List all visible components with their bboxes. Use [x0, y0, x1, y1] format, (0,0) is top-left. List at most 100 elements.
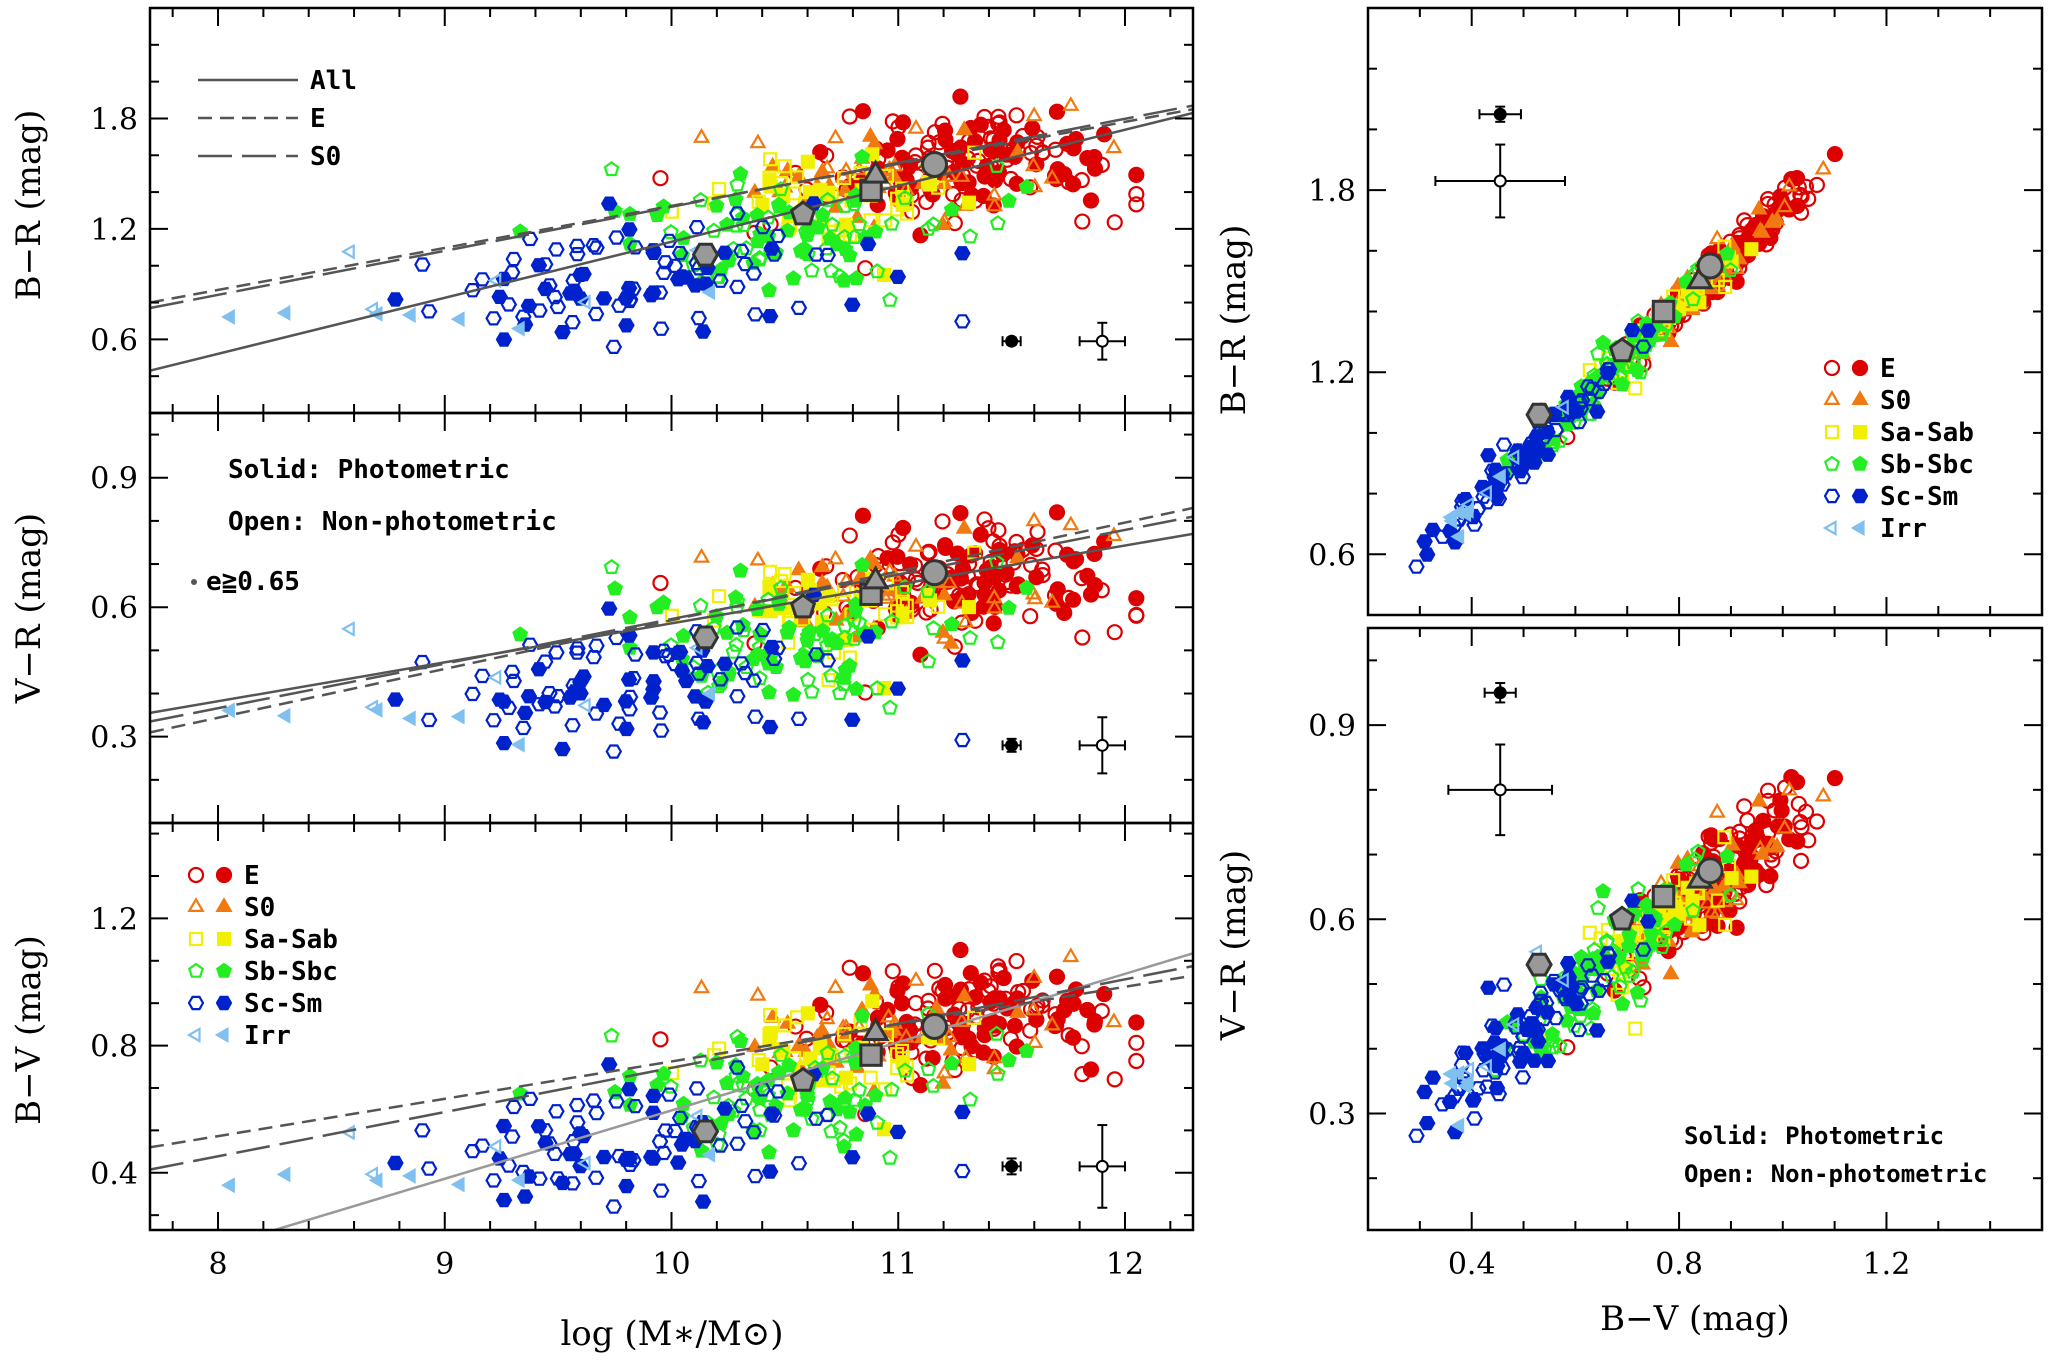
data-point-sa-sab [890, 191, 905, 206]
data-point-irr [364, 699, 378, 716]
data-point-sb-sbc [851, 216, 868, 232]
data-point-sc-sm [608, 230, 625, 245]
data-point-sc-sm [712, 672, 729, 687]
data-point-sc-sm [660, 1087, 678, 1102]
data-point-s0 [1043, 592, 1061, 608]
data-point-sc-sm [1480, 980, 1497, 995]
data-point-e [1808, 813, 1826, 830]
data-point-s0 [790, 560, 808, 576]
data-point-sb-sbc [810, 219, 826, 235]
data-point-sa-sab [1628, 1021, 1643, 1036]
data-point-sa-sab [777, 1018, 792, 1033]
data-point-sb-sbc [818, 637, 835, 653]
data-point-sb-sbc [1544, 1039, 1561, 1055]
data-point-sb-sbc [920, 1060, 937, 1077]
data-point-s0 [1043, 1015, 1061, 1031]
data-point-sb-sbc [1573, 948, 1590, 964]
data-point-sb-sbc [803, 262, 820, 278]
data-point-e [952, 504, 969, 522]
data-point-s0 [957, 612, 975, 628]
mean-marker-circle [921, 150, 949, 178]
ecc-dot-icon [191, 579, 197, 585]
mean-marker-circle [921, 1013, 949, 1040]
data-point-sc-sm [1539, 447, 1557, 462]
data-point-e [995, 969, 1012, 987]
data-point-sa-sab [865, 994, 880, 1009]
data-point-e [1792, 852, 1810, 869]
mean-marker-circle [921, 559, 949, 587]
data-point-e [894, 519, 912, 537]
data-point-sc-sm [889, 681, 907, 696]
data-point-s0 [749, 133, 767, 149]
data-point-sc-sm [669, 645, 687, 661]
data-point-s0 [1662, 332, 1680, 347]
data-point-e [1758, 876, 1775, 894]
data-point-sc-sm [1495, 977, 1513, 992]
data-point-sc-sm [645, 645, 662, 660]
type-legend-p4: E S0 Sa-Sab Sb-Sbc Sc-Sm Irr [1822, 354, 1974, 544]
data-point-sc-sm [608, 1094, 625, 1109]
data-point-e [985, 533, 1002, 550]
data-point-sc-sm [500, 297, 518, 312]
data-point-sc-sm [420, 712, 438, 728]
data-point-sb-sbc [1629, 984, 1646, 1000]
data-point-sc-sm [474, 272, 491, 287]
data-point-irr [1491, 1041, 1506, 1058]
data-point-e [1074, 629, 1091, 646]
mean-marker-triangle [861, 565, 890, 590]
data-point-s0 [1708, 904, 1727, 919]
data-point-sc-sm [1511, 1054, 1529, 1069]
data-point-sc-sm [677, 1131, 695, 1147]
data-point-irr [1460, 1061, 1475, 1078]
data-point-s0 [1025, 968, 1043, 983]
legend-type-label: Irr [1880, 514, 1927, 544]
scatter-group-p1 [221, 88, 1145, 354]
data-point-sa-sab [961, 195, 977, 210]
y-axis-label-text: V−R (mag) [9, 513, 49, 704]
data-point-sc-sm [521, 231, 539, 247]
data-point-sc-sm [645, 1088, 662, 1104]
data-point-sc-sm [754, 1082, 772, 1097]
data-point-sb-sbc [920, 220, 937, 236]
data-point-sa-sab [777, 566, 792, 581]
data-point-s0 [834, 1018, 852, 1034]
data-point-sc-sm [729, 620, 746, 635]
data-point-sb-sbc [1595, 883, 1611, 899]
data-point-sc-sm [657, 1123, 674, 1138]
data-point-irr [688, 1108, 703, 1125]
data-point-sc-sm [1495, 437, 1513, 452]
data-point-irr [450, 1176, 465, 1193]
data-point-e [931, 980, 948, 997]
data-point-s0 [955, 986, 973, 1002]
data-point-e [1790, 795, 1807, 813]
data-point-s0 [1814, 159, 1832, 175]
data-point-irr [1505, 1016, 1520, 1033]
data-point-sb-sbc [1689, 843, 1706, 859]
data-point-sc-sm [554, 325, 571, 340]
y-tick-label: 1.2 [90, 213, 138, 248]
legend-open-e-icon [1823, 359, 1841, 377]
data-point-sb-sbc [854, 556, 871, 573]
data-point-sa-sab [755, 1057, 770, 1072]
data-point-sb-sbc [1611, 978, 1629, 994]
y-tick-label: 0.4 [90, 1157, 138, 1192]
data-point-sb-sbc [675, 627, 692, 643]
fit-line-long-dash [150, 104, 1193, 310]
data-point-e [1082, 1061, 1100, 1078]
data-point-sc-sm [588, 240, 605, 255]
data-point-sa-sab [762, 173, 777, 188]
data-point-sb-sbc [841, 1103, 858, 1119]
data-point-e [884, 963, 901, 980]
data-point-e [652, 170, 669, 187]
data-point-sc-sm [844, 297, 861, 312]
panel-frame-p5 [1366, 626, 2044, 1232]
legend-open-sc-sm-icon [1823, 488, 1841, 504]
data-point-irr [487, 669, 502, 686]
data-point-sa-sab [800, 154, 815, 169]
mean-marker-square [1651, 299, 1676, 324]
data-point-sc-sm [414, 257, 431, 272]
legend-filled-e-icon [215, 866, 233, 884]
data-point-e [1783, 768, 1800, 786]
data-point-sb-sbc [761, 1144, 777, 1160]
data-point-sb-sbc [989, 633, 1006, 650]
